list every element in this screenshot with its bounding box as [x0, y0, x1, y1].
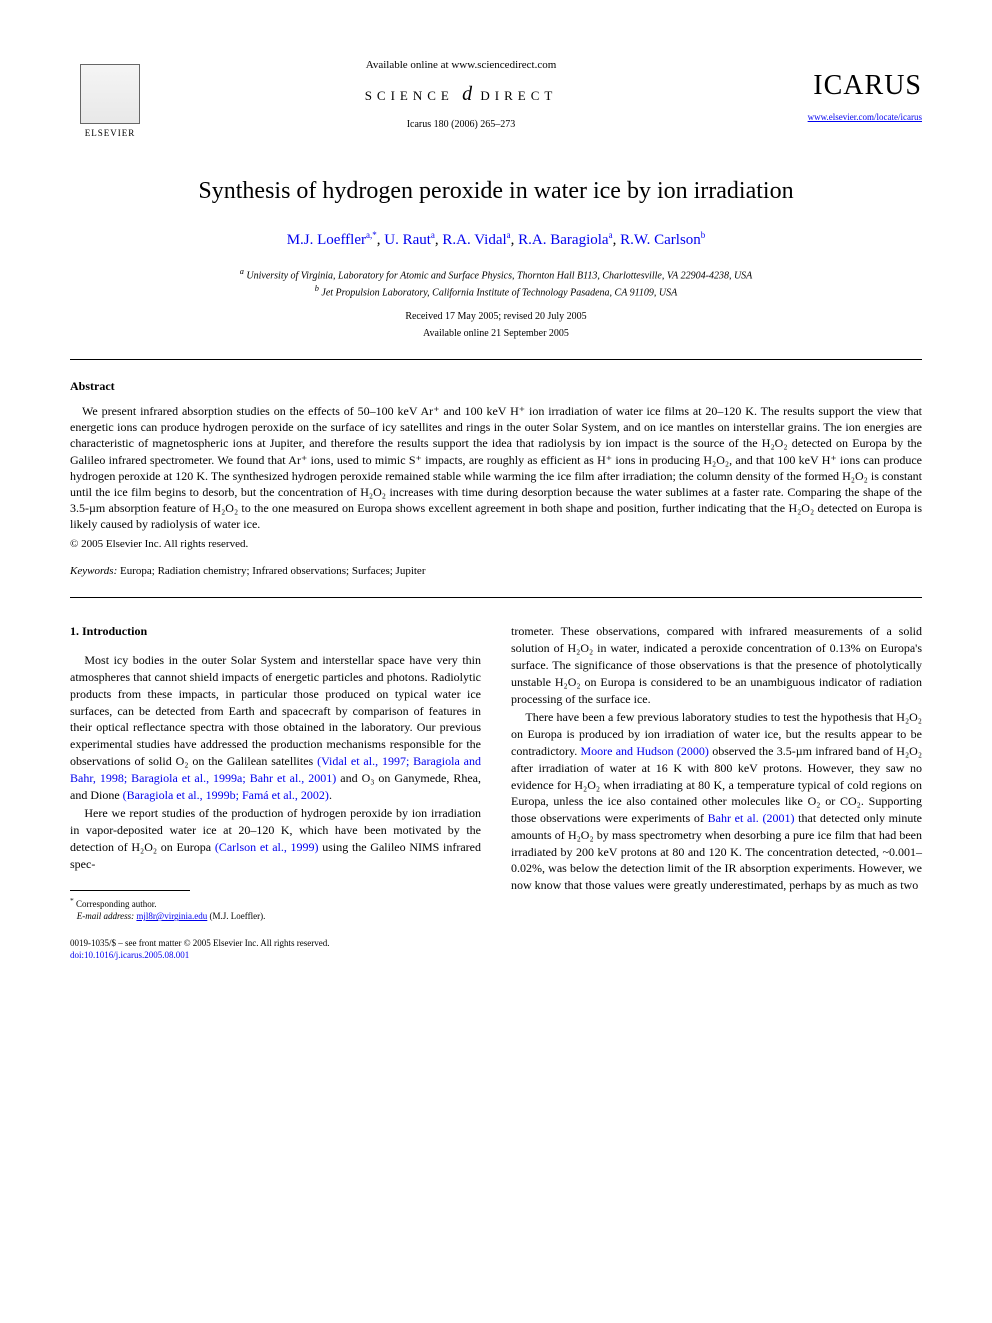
elsevier-logo: ELSEVIER: [70, 50, 150, 140]
author-4[interactable]: R.A. Baragiola: [518, 232, 608, 248]
author-5[interactable]: R.W. Carlson: [620, 232, 701, 248]
received-date: Received 17 May 2005; revised 20 July 20…: [70, 310, 922, 324]
author-3-sup: a: [507, 230, 511, 240]
science-direct-logo: SCIENCE d DIRECT: [150, 80, 772, 108]
header-center: Available online at www.sciencedirect.co…: [150, 58, 772, 131]
column-left: 1. Introduction Most icy bodies in the o…: [70, 623, 481, 923]
doi-link[interactable]: doi:10.1016/j.icarus.2005.08.001: [70, 950, 922, 962]
abstract-paragraph: We present infrared absorption studies o…: [70, 403, 922, 533]
elsevier-text: ELSEVIER: [85, 127, 136, 140]
intro-p1: Most icy bodies in the outer Solar Syste…: [70, 652, 481, 803]
page-header: ELSEVIER Available online at www.science…: [70, 50, 922, 140]
divider-top: [70, 359, 922, 360]
author-4-sup: a: [609, 230, 613, 240]
section-1-heading: 1. Introduction: [70, 623, 481, 640]
corresponding-footnote: * Corresponding author. E-mail address: …: [70, 896, 481, 922]
abstract-heading: Abstract: [70, 378, 922, 395]
author-2[interactable]: U. Raut: [384, 232, 431, 248]
email-link[interactable]: mjl8r@virginia.edu: [136, 911, 207, 921]
journal-name: ICARUS: [772, 66, 922, 105]
keywords-label: Keywords:: [70, 565, 117, 577]
journal-link[interactable]: www.elsevier.com/locate/icarus: [772, 111, 922, 124]
direct-text: DIRECT: [480, 88, 557, 103]
intro-p3: trometer. These observations, compared w…: [511, 623, 922, 707]
elsevier-tree-icon: [80, 64, 140, 124]
corr-author-text: Corresponding author.: [76, 899, 157, 909]
affiliation-a: a University of Virginia, Laboratory for…: [70, 266, 922, 283]
column-right: trometer. These observations, compared w…: [511, 623, 922, 923]
affiliation-b: b Jet Propulsion Laboratory, California …: [70, 283, 922, 300]
header-right: ICARUS www.elsevier.com/locate/icarus: [772, 66, 922, 124]
keywords-text: Europa; Radiation chemistry; Infrared ob…: [117, 565, 425, 577]
keywords: Keywords: Europa; Radiation chemistry; I…: [70, 564, 922, 579]
issn-text: 0019-1035/$ – see front matter © 2005 El…: [70, 938, 922, 950]
intro-p2: Here we report studies of the production…: [70, 805, 481, 872]
email-label: E-mail address:: [77, 911, 134, 921]
abstract-text: We present infrared absorption studies o…: [70, 403, 922, 533]
available-online-text: Available online at www.sciencedirect.co…: [150, 58, 772, 73]
citation-baragiola[interactable]: (Baragiola et al., 1999b; Famá et al., 2…: [123, 788, 329, 802]
author-2-sup: a: [431, 230, 435, 240]
authors-line: M.J. Loefflera,*, U. Rauta, R.A. Vidala,…: [70, 229, 922, 251]
intro-p4: There have been a few previous laborator…: [511, 709, 922, 894]
footnote-divider: [70, 890, 190, 891]
citation-moore[interactable]: Moore and Hudson (2000): [580, 744, 708, 758]
email-author: (M.J. Loeffler).: [210, 911, 266, 921]
author-5-sup: b: [701, 230, 706, 240]
affiliations: a University of Virginia, Laboratory for…: [70, 266, 922, 301]
citation-bahr[interactable]: Bahr et al. (2001): [708, 811, 795, 825]
science-text: SCIENCE: [365, 88, 454, 103]
author-3[interactable]: R.A. Vidal: [442, 232, 506, 248]
body-columns: 1. Introduction Most icy bodies in the o…: [70, 623, 922, 923]
citation-carlson[interactable]: (Carlson et al., 1999): [215, 840, 319, 854]
bottom-info: 0019-1035/$ – see front matter © 2005 El…: [70, 938, 922, 961]
author-1[interactable]: M.J. Loeffler: [287, 232, 366, 248]
at-symbol-icon: d: [462, 83, 472, 105]
copyright-text: © 2005 Elsevier Inc. All rights reserved…: [70, 537, 922, 552]
author-1-sup: a,*: [366, 230, 377, 240]
online-date: Available online 21 September 2005: [70, 327, 922, 341]
citation-text: Icarus 180 (2006) 265–273: [150, 118, 772, 132]
divider-bottom: [70, 597, 922, 598]
article-title: Synthesis of hydrogen peroxide in water …: [70, 175, 922, 209]
